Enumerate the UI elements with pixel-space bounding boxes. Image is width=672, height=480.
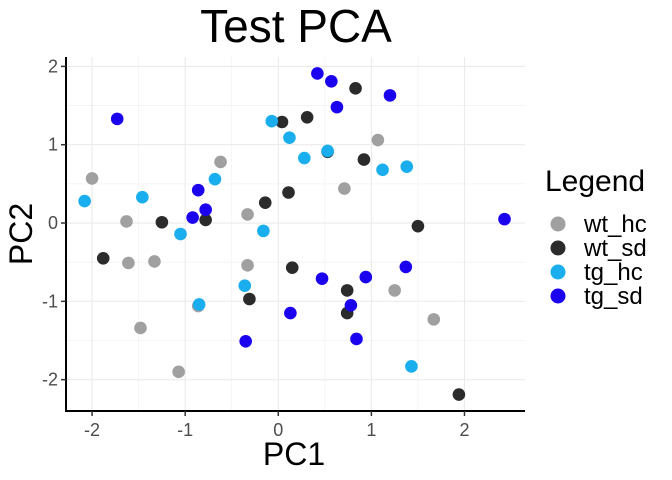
x-tick-label: 2 bbox=[459, 420, 469, 440]
point-tg-sd bbox=[199, 203, 212, 217]
point-tg-sd bbox=[330, 100, 344, 114]
point-wt-hc bbox=[241, 259, 254, 272]
point-wt-sd bbox=[199, 213, 212, 227]
point-wt-hc bbox=[172, 365, 185, 379]
point-wt-sd bbox=[243, 292, 256, 306]
point-tg-hc bbox=[238, 279, 252, 292]
point-tg-hc bbox=[192, 298, 206, 311]
y-tick-label: -1 bbox=[42, 291, 58, 311]
y-axis-title: PC2 bbox=[3, 203, 39, 265]
point-tg-hc bbox=[321, 144, 334, 158]
point-tg-sd bbox=[350, 332, 363, 346]
point-wt-sd bbox=[282, 186, 295, 199]
legend-key-wt-sd bbox=[550, 240, 566, 256]
point-tg-sd bbox=[186, 211, 199, 224]
legend-label-wt-hc: wt_hc bbox=[583, 211, 647, 238]
legend-key-tg-hc bbox=[550, 264, 566, 280]
point-tg-hc bbox=[265, 114, 279, 128]
point-wt-hc bbox=[214, 155, 227, 169]
y-axis-ticks: -2 -1 0 1 2 bbox=[42, 56, 66, 390]
point-tg-hc bbox=[78, 194, 91, 208]
point-wt-hc bbox=[427, 313, 441, 326]
point-tg-sd bbox=[191, 183, 205, 197]
legend-key-wt-hc bbox=[550, 216, 566, 232]
point-tg-sd bbox=[498, 212, 511, 226]
y-tick-label: 2 bbox=[48, 56, 58, 76]
point-tg-hc bbox=[376, 163, 389, 177]
series-wt-sd bbox=[96, 82, 466, 401]
y-tick-label: 0 bbox=[48, 213, 58, 233]
point-wt-hc bbox=[148, 255, 161, 268]
x-tick-label: -1 bbox=[177, 420, 193, 440]
plot-grid bbox=[66, 57, 525, 411]
point-tg-sd bbox=[110, 112, 124, 126]
point-tg-hc bbox=[208, 172, 222, 186]
point-tg-hc bbox=[174, 227, 187, 241]
chart-title: Test PCA bbox=[200, 0, 392, 52]
point-tg-sd bbox=[399, 260, 413, 274]
legend-title: Legend bbox=[545, 165, 645, 198]
point-wt-hc bbox=[241, 208, 254, 221]
y-tick-label: 1 bbox=[48, 135, 58, 155]
point-tg-hc bbox=[136, 190, 149, 204]
legend-label-wt-sd: wt_sd bbox=[583, 235, 647, 262]
point-tg-hc bbox=[283, 131, 296, 144]
series-tg-hc bbox=[78, 114, 418, 373]
point-wt-hc bbox=[371, 133, 385, 147]
series-tg-sd bbox=[110, 67, 511, 348]
point-wt-hc bbox=[85, 172, 99, 185]
point-wt-hc bbox=[122, 256, 135, 270]
data-points bbox=[78, 67, 511, 401]
legend-key-tg-sd bbox=[550, 288, 566, 304]
point-wt-sd bbox=[275, 115, 289, 129]
point-tg-sd bbox=[383, 89, 397, 102]
point-wt-sd bbox=[357, 153, 371, 166]
point-tg-sd bbox=[359, 270, 373, 284]
point-wt-hc bbox=[134, 321, 147, 335]
point-wt-sd bbox=[452, 388, 466, 401]
point-tg-hc bbox=[400, 160, 414, 173]
point-wt-sd bbox=[155, 215, 169, 229]
legend-label-tg-hc: tg_hc bbox=[584, 259, 643, 286]
point-wt-sd bbox=[285, 261, 299, 274]
point-wt-hc bbox=[388, 284, 401, 297]
point-wt-sd bbox=[411, 219, 425, 233]
point-wt-sd bbox=[96, 251, 110, 265]
point-tg-sd bbox=[344, 298, 358, 312]
point-tg-sd bbox=[325, 74, 338, 88]
point-tg-hc bbox=[298, 151, 311, 165]
y-tick-label: -2 bbox=[42, 370, 58, 390]
legend-label-tg-sd: tg_sd bbox=[584, 283, 643, 310]
x-axis-ticks: -2 -1 0 1 2 bbox=[84, 411, 469, 440]
point-tg-sd bbox=[284, 306, 297, 320]
point-tg-sd bbox=[315, 272, 329, 285]
point-wt-hc bbox=[338, 182, 351, 195]
x-axis-title: PC1 bbox=[263, 436, 325, 472]
point-tg-hc bbox=[257, 224, 270, 238]
x-tick-label: 1 bbox=[366, 420, 376, 440]
point-tg-hc bbox=[405, 360, 418, 373]
x-tick-label: 0 bbox=[273, 420, 283, 440]
point-wt-sd bbox=[349, 82, 362, 95]
point-tg-sd bbox=[311, 67, 324, 80]
point-tg-sd bbox=[239, 334, 252, 348]
point-wt-sd bbox=[258, 196, 272, 209]
point-wt-hc bbox=[120, 215, 133, 228]
x-tick-label: -2 bbox=[84, 420, 100, 440]
point-wt-sd bbox=[340, 284, 354, 297]
point-wt-sd bbox=[300, 111, 314, 124]
